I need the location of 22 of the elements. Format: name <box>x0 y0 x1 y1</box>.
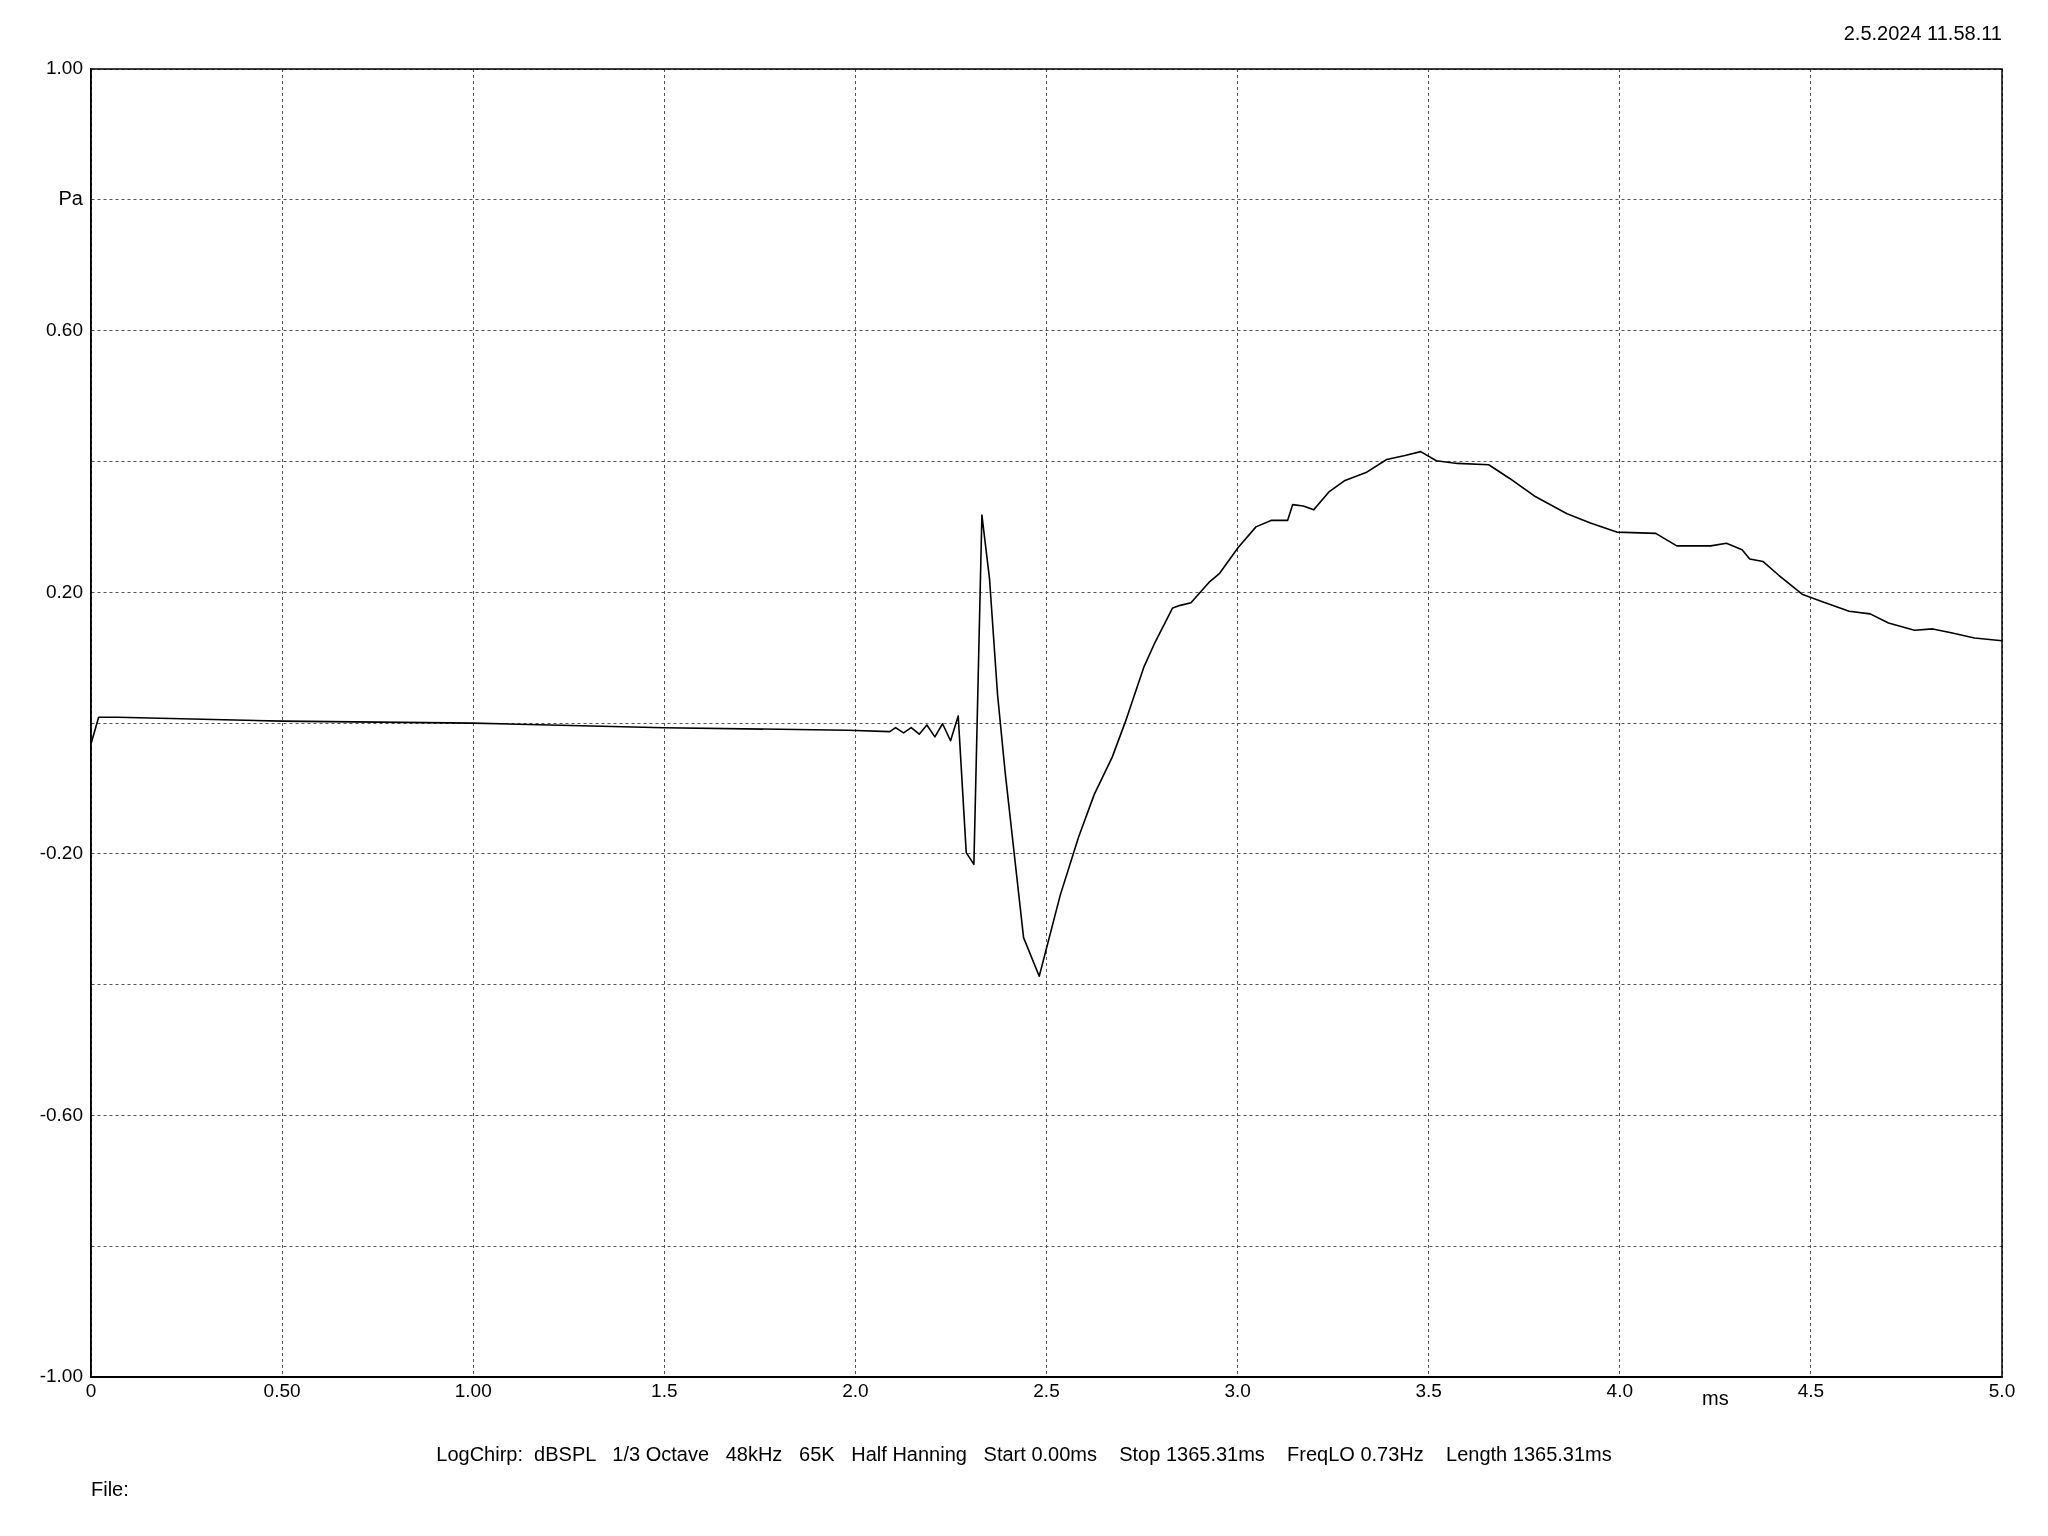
x-tick-label: 4.5 <box>1797 1379 1825 1401</box>
x-tick-label: 2.0 <box>842 1379 869 1401</box>
text: 2.5.2024 11.58.11 <box>1843 22 2002 45</box>
x-axis-title: ms <box>1702 1386 1729 1409</box>
x-tick-label: 4.0 <box>1606 1379 1634 1401</box>
text: File: <box>91 1478 129 1501</box>
x-tick-label: 1.00 <box>454 1379 492 1401</box>
y-tick-label: -1.00 <box>39 1365 83 1387</box>
x-tick-label: 3.0 <box>1224 1379 1251 1401</box>
x-tick-label: 5.0 <box>1988 1379 2016 1401</box>
y-tick-label: -0.60 <box>39 1103 83 1125</box>
y-tick-label: 0.20 <box>46 580 83 602</box>
x-tick-label: 1.5 <box>651 1379 678 1401</box>
x-tick-label: 2.5 <box>1033 1379 1060 1401</box>
text: LogChirp: dBSPL 1/3 Octave 48kHz 65K Half Hanning Start 0.00ms Stop 1365.31ms FreqLO 0.73Hz Length 1365.31ms <box>435 1443 1613 1466</box>
y-tick-label: 1.00 <box>46 57 83 79</box>
y-tick-label: 0.60 <box>46 318 83 340</box>
y-tick-label: -0.20 <box>39 842 83 864</box>
x-tick-label: 0 <box>85 1379 97 1401</box>
x-tick-label: 0.50 <box>263 1379 301 1401</box>
x-tick-label: 3.5 <box>1415 1379 1442 1401</box>
y-axis-title: Pa <box>58 187 84 210</box>
